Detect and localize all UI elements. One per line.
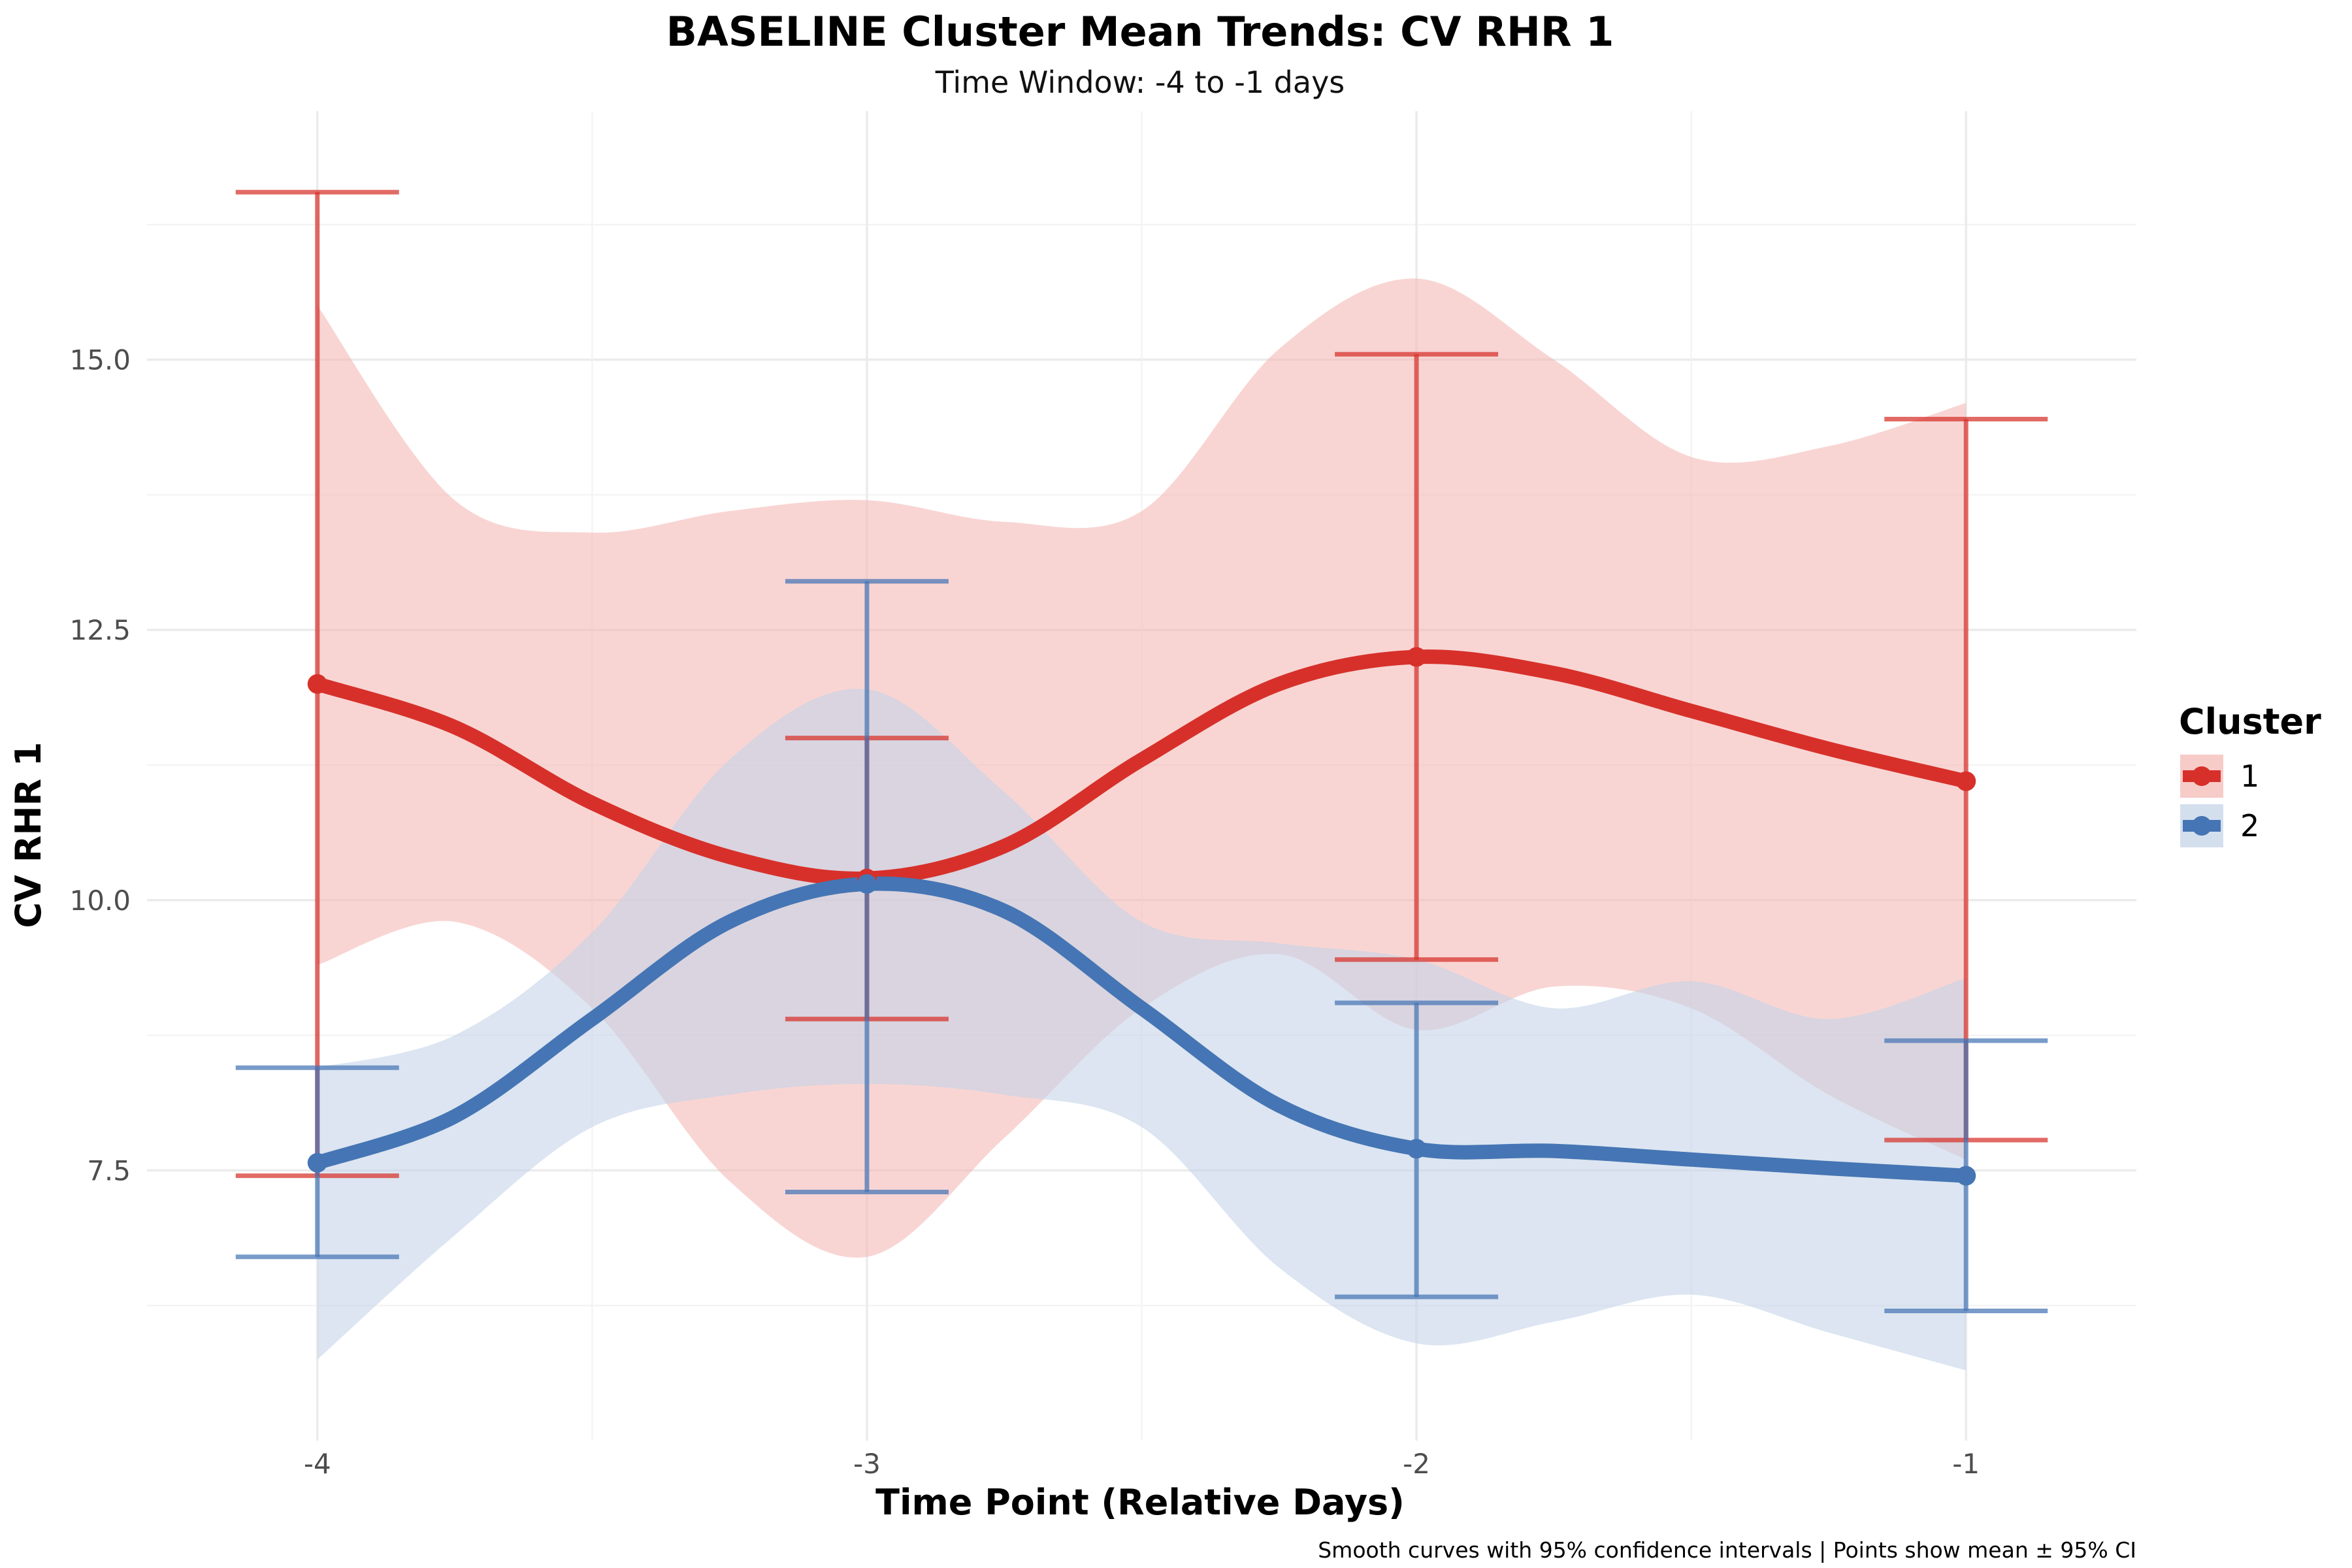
chart-caption: Smooth curves with 95% confidence interv… (1318, 1537, 2136, 1563)
legend-item-cluster-2: 2 (2180, 804, 2259, 847)
mean-point-cluster-2 (307, 1152, 327, 1173)
smooth-line-cluster-2 (310, 876, 1974, 1183)
smooth-line-cluster-1 (310, 649, 1974, 886)
y-tick-label: 7.5 (87, 1154, 131, 1186)
legend: Cluster 1 2 (2179, 701, 2321, 847)
chart-subtitle: Time Window: -4 to -1 days (935, 65, 1345, 100)
mean-point-cluster-1 (1956, 771, 1976, 791)
y-axis-ticks: 7.5 10.0 12.5 15.0 (69, 344, 131, 1187)
y-tick-label: 15.0 (69, 344, 131, 376)
x-axis-ticks: -4 -3 -2 -1 (304, 1448, 1980, 1480)
x-tick-label: -1 (1952, 1448, 1980, 1480)
x-axis-title: Time Point (Relative Days) (875, 1482, 1405, 1523)
mean-point-cluster-2 (1407, 1139, 1427, 1159)
mean-point-cluster-2 (857, 874, 877, 894)
y-tick-label: 10.0 (69, 885, 131, 917)
legend-key-point (2192, 816, 2212, 836)
x-tick-label: -4 (304, 1448, 331, 1480)
mean-point-cluster-1 (1407, 647, 1427, 667)
legend-title: Cluster (2179, 701, 2321, 742)
mean-points (307, 647, 1976, 1186)
legend-label: 1 (2240, 759, 2259, 794)
smooth-curves (310, 649, 1974, 1183)
x-tick-label: -3 (853, 1448, 881, 1480)
chart-title: BASELINE Cluster Mean Trends: CV RHR 1 (666, 8, 1614, 56)
mean-point-cluster-1 (307, 674, 327, 694)
y-axis-title: CV RHR 1 (8, 742, 49, 928)
y-tick-label: 12.5 (69, 614, 131, 646)
x-tick-label: -2 (1403, 1448, 1430, 1480)
legend-item-cluster-1: 1 (2180, 755, 2259, 798)
mean-point-cluster-2 (1956, 1166, 1976, 1186)
legend-key-point (2192, 766, 2212, 786)
legend-label: 2 (2240, 808, 2259, 843)
